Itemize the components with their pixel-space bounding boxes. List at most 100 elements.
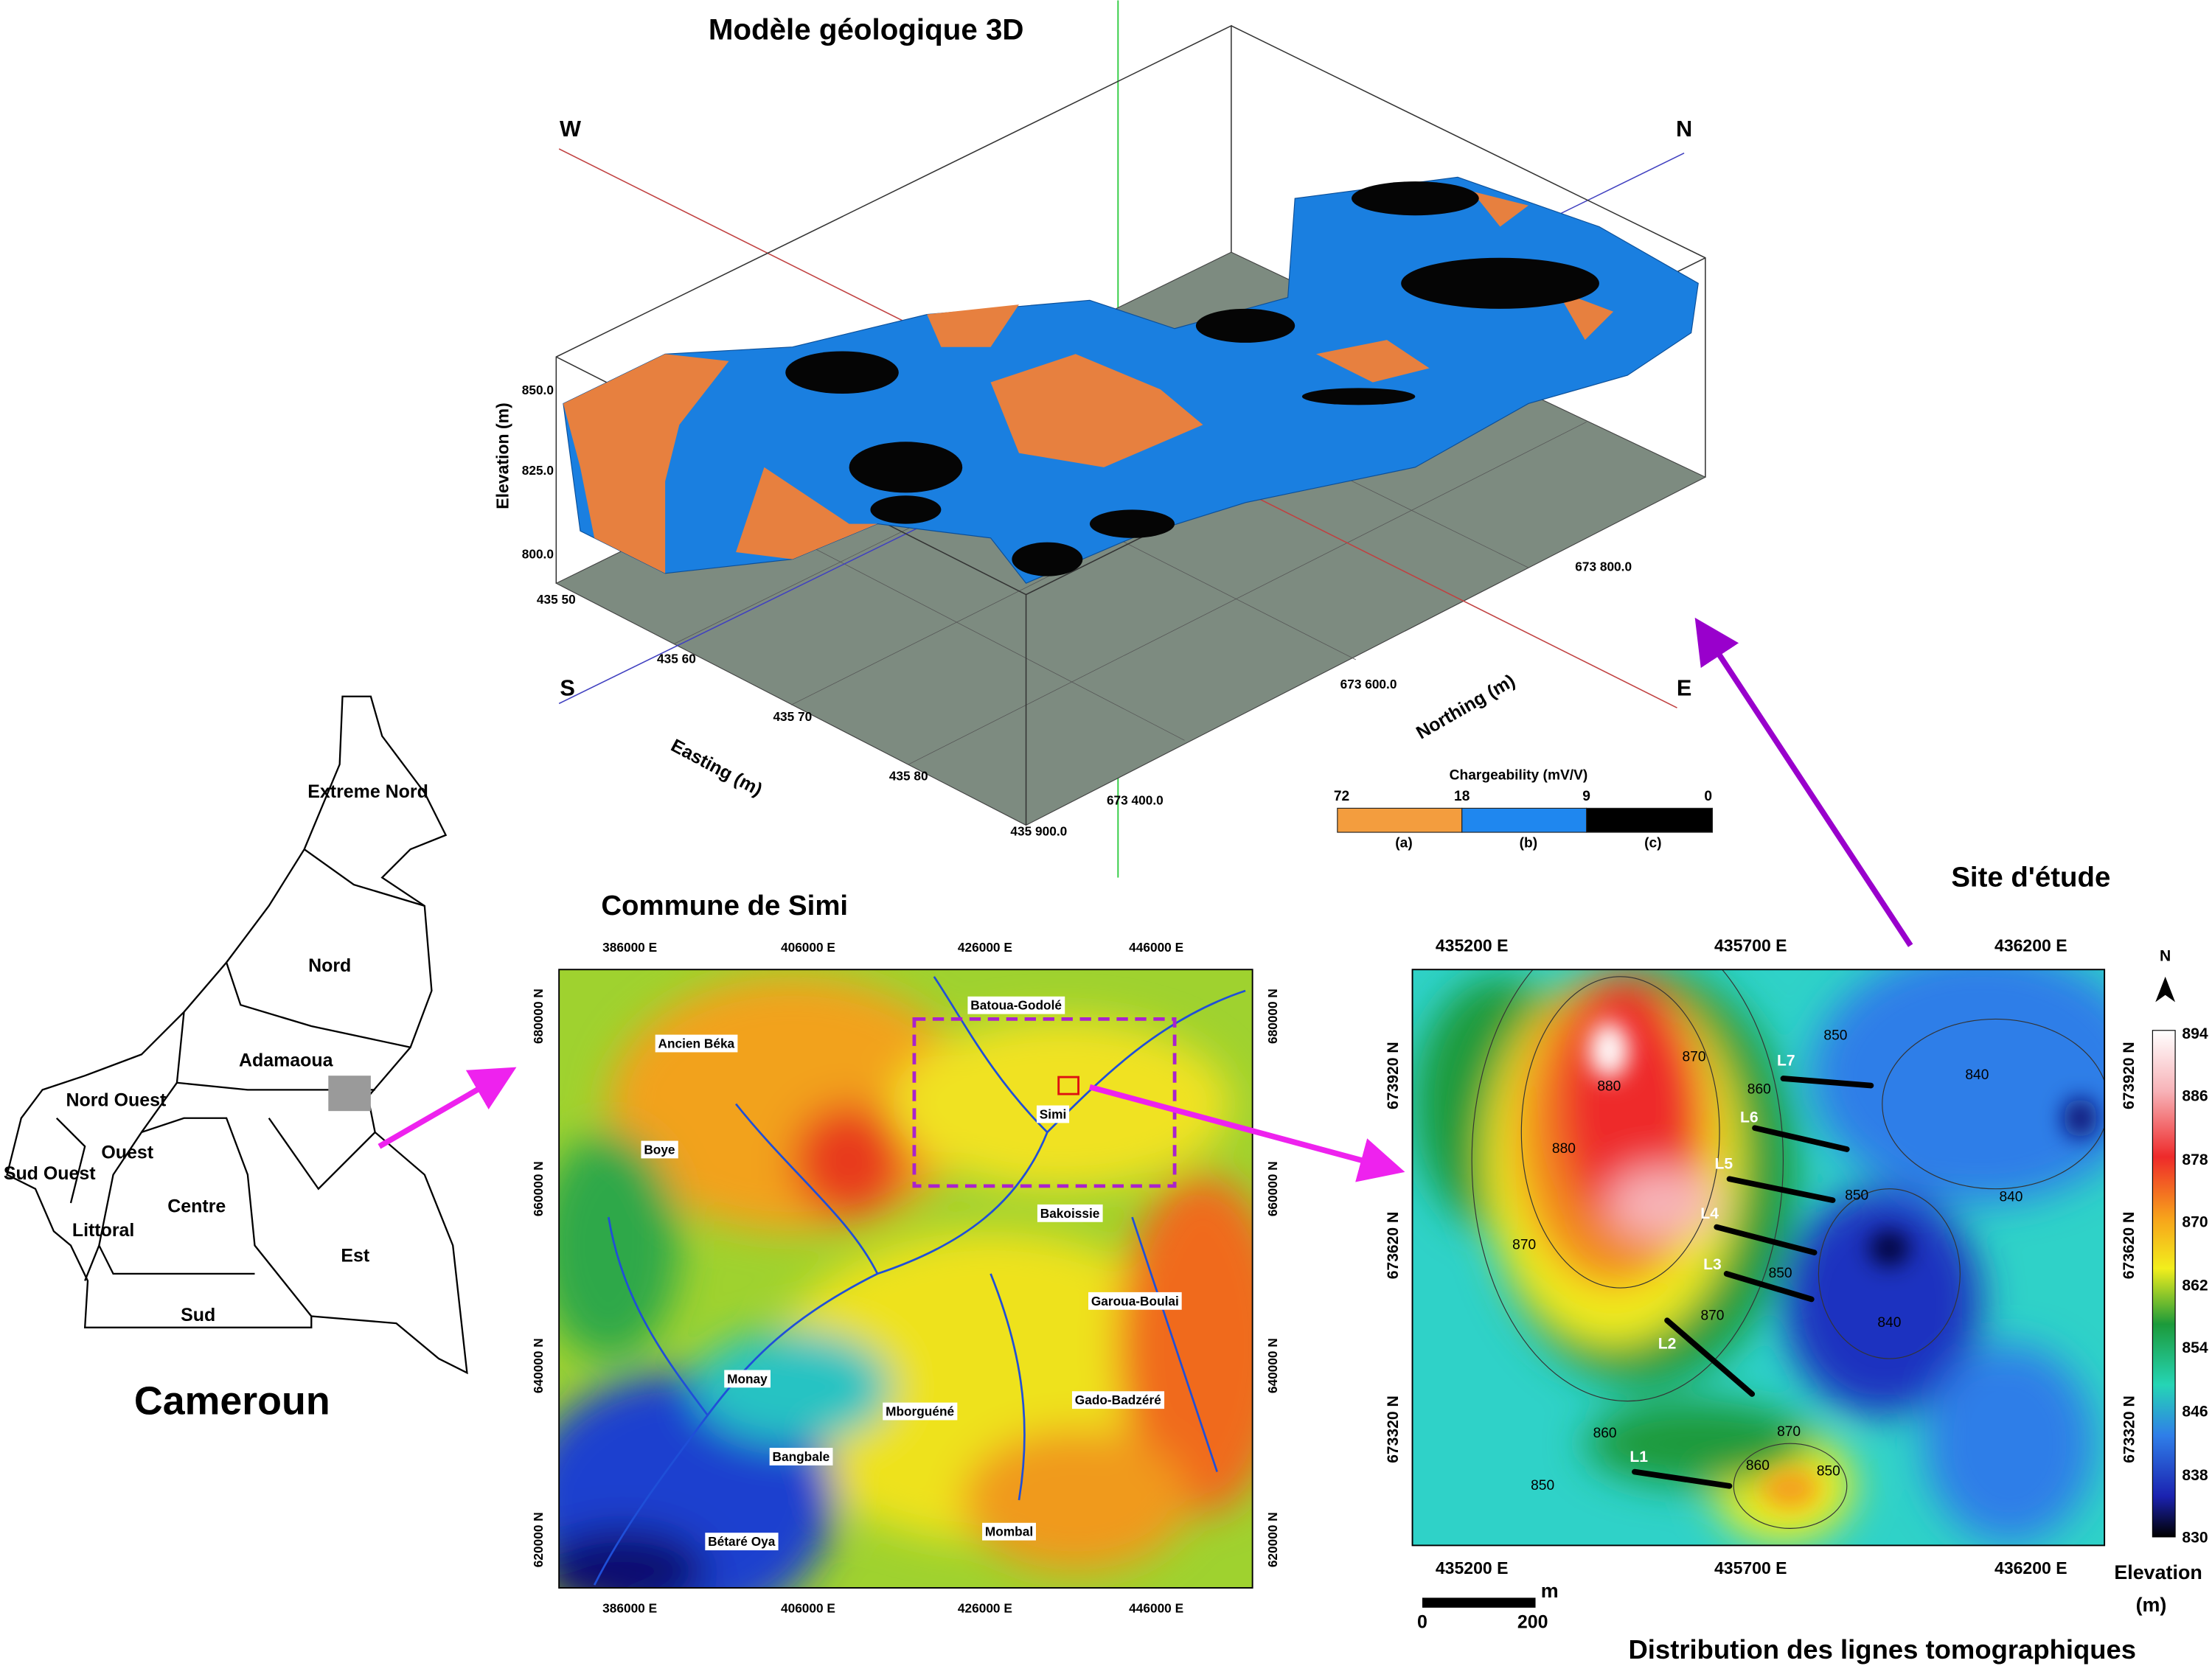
site-frame bbox=[1411, 969, 2106, 1547]
legend-title: Chargeability (mV/V) bbox=[1450, 767, 1588, 783]
line-label: L3 bbox=[1703, 1256, 1722, 1273]
region-label: Sud Ouest bbox=[4, 1163, 96, 1184]
contour-label: 850 bbox=[1531, 1478, 1554, 1494]
profile-line bbox=[1714, 1224, 1818, 1255]
y-tick-label: 640000 N bbox=[531, 1338, 546, 1393]
contour-label: 860 bbox=[1746, 1458, 1770, 1474]
x-tick-label: 406000 E bbox=[781, 1600, 835, 1615]
axis-label: Northing (m) bbox=[1413, 670, 1519, 743]
legend-tick: 72 bbox=[1334, 789, 1349, 804]
label-box bbox=[641, 1140, 678, 1159]
label-box bbox=[1036, 1105, 1070, 1123]
y-tick-label: 620000 N bbox=[531, 1512, 546, 1567]
y-tick-label: 673620 N bbox=[2121, 1212, 2138, 1280]
contour-label: 850 bbox=[1845, 1188, 1868, 1203]
site-map bbox=[1412, 969, 2105, 1546]
line-label: L2 bbox=[1658, 1335, 1677, 1352]
place-label: Ancien Béka bbox=[658, 1036, 735, 1051]
label-box bbox=[1071, 1391, 1165, 1409]
north-label: N bbox=[2160, 948, 2171, 965]
y-tick-label: 660000 N bbox=[531, 1161, 546, 1216]
place-label: Mombal bbox=[985, 1524, 1033, 1539]
study-locator bbox=[328, 1076, 371, 1112]
scale-bar bbox=[1422, 1597, 1536, 1608]
colorbar bbox=[2152, 1030, 2176, 1538]
axis-label: Easting (m) bbox=[667, 735, 765, 800]
y-tick-label: 673620 N bbox=[1385, 1212, 1402, 1280]
arrow bbox=[1088, 1084, 1405, 1182]
place-label: Gado-Badzéré bbox=[1075, 1393, 1161, 1407]
elevation-peaks bbox=[1589, 1022, 2098, 1509]
profile-line bbox=[1723, 1271, 1815, 1303]
x-tick-label: 436200 E bbox=[1994, 1558, 2067, 1578]
label-box bbox=[1088, 1292, 1182, 1310]
y-tick-label: 660000 N bbox=[1265, 1161, 1280, 1216]
contour-label: 850 bbox=[1769, 1266, 1792, 1281]
direction-label: E bbox=[1677, 675, 1691, 700]
colorbar-tick: 886 bbox=[2182, 1088, 2208, 1105]
colorbar-tick: 870 bbox=[2182, 1213, 2208, 1230]
profile-line bbox=[1726, 1176, 1836, 1203]
title: Modèle géologique 3D bbox=[709, 13, 1024, 46]
region-label: Ouest bbox=[101, 1142, 153, 1163]
x-tick-label: 446000 E bbox=[1129, 1600, 1183, 1615]
direction-label: S bbox=[560, 675, 574, 700]
label-box bbox=[705, 1533, 779, 1551]
colorbar-tick: 830 bbox=[2182, 1529, 2208, 1546]
y-tick-label: 680000 N bbox=[531, 989, 546, 1044]
label-box bbox=[769, 1448, 833, 1465]
arrow bbox=[1694, 617, 1913, 947]
direction-label: W bbox=[560, 116, 581, 142]
colorbar-tick: 846 bbox=[2182, 1404, 2208, 1421]
y-tick-label: 673920 N bbox=[1385, 1042, 1402, 1109]
contour-label: 840 bbox=[1999, 1189, 2023, 1205]
y-tick-label: 673320 N bbox=[2121, 1395, 2138, 1463]
line-label: L7 bbox=[1777, 1053, 1795, 1070]
legend-tick: 18 bbox=[1454, 789, 1470, 804]
contour-label: 860 bbox=[1747, 1081, 1771, 1097]
contour-label: 840 bbox=[1877, 1315, 1901, 1331]
region-label: Centre bbox=[167, 1196, 226, 1216]
axis-label: Elevation (m) bbox=[493, 402, 512, 509]
scale-tick: 0 bbox=[1417, 1612, 1427, 1633]
profile-line bbox=[1632, 1468, 1733, 1489]
place-label: Monay bbox=[727, 1371, 768, 1386]
simi-frame bbox=[558, 969, 1253, 1589]
colorbar-tick: 878 bbox=[2182, 1151, 2208, 1168]
region-label: Extreme Nord bbox=[307, 781, 428, 802]
arrow bbox=[378, 1067, 517, 1149]
tick-label: 673 400.0 bbox=[1107, 792, 1164, 807]
region-label: Nord bbox=[308, 955, 351, 976]
legend-swatch bbox=[1586, 807, 1714, 833]
terrain-orange bbox=[563, 191, 1614, 574]
region-label: Sud bbox=[181, 1305, 215, 1325]
place-label: Simi bbox=[1040, 1106, 1066, 1121]
map-title: Cameroun bbox=[134, 1379, 330, 1423]
region-borders bbox=[55, 848, 425, 1317]
elevation-colors bbox=[1415, 969, 2105, 1543]
colorbar-label: Elevation bbox=[2114, 1561, 2202, 1583]
place-label: Garoua-Boulai bbox=[1091, 1294, 1179, 1308]
legend-class: (c) bbox=[1644, 835, 1661, 851]
contour-label: 870 bbox=[1777, 1424, 1801, 1440]
legend-swatch bbox=[1461, 807, 1587, 833]
direction-label: N bbox=[1676, 116, 1692, 142]
x-tick-label: 426000 E bbox=[958, 940, 1012, 955]
x-tick-label: 426000 E bbox=[958, 1600, 1012, 1615]
region-label: Adamaoua bbox=[239, 1050, 334, 1071]
map-title: Site d'étude bbox=[1951, 862, 2110, 893]
y-tick-label: 673920 N bbox=[2121, 1042, 2138, 1109]
site-locator bbox=[1057, 1076, 1080, 1095]
north-arrow bbox=[2155, 976, 2176, 1003]
contour-label: 870 bbox=[1700, 1308, 1724, 1324]
simi-extent bbox=[912, 1017, 1177, 1188]
contour-label: 880 bbox=[1552, 1141, 1576, 1157]
tick-label: 435 900.0 bbox=[1010, 824, 1067, 839]
x-tick-label: 386000 E bbox=[602, 1600, 657, 1615]
y-tick-label: 620000 N bbox=[1265, 1512, 1280, 1567]
line-label: L5 bbox=[1714, 1156, 1733, 1173]
x-tick-label: 435700 E bbox=[1714, 936, 1787, 955]
colorbar-tick: 894 bbox=[2182, 1025, 2208, 1042]
place-label: Boye bbox=[644, 1142, 675, 1157]
place-label: Bakoissie bbox=[1040, 1206, 1100, 1221]
